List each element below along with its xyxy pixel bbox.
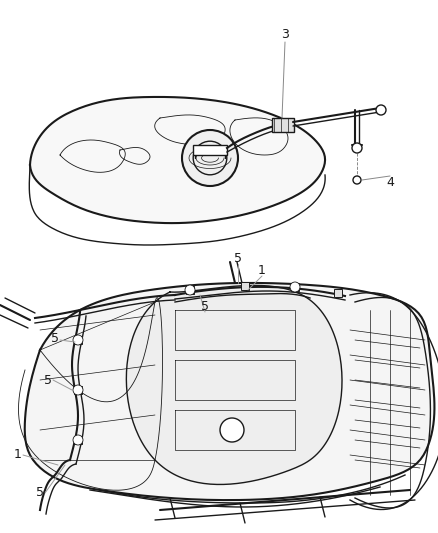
Circle shape: [73, 335, 83, 345]
Circle shape: [376, 105, 386, 115]
Polygon shape: [30, 97, 325, 223]
Bar: [74, 386, 82, 394]
Polygon shape: [126, 285, 342, 484]
Circle shape: [182, 130, 238, 186]
Polygon shape: [25, 283, 434, 500]
Circle shape: [352, 143, 362, 153]
Text: 5: 5: [234, 252, 242, 264]
Bar: [186, 286, 194, 294]
Bar: [241, 282, 249, 290]
Bar: [74, 436, 82, 444]
Circle shape: [290, 282, 300, 292]
Bar: [74, 336, 82, 344]
Text: 5: 5: [36, 487, 44, 499]
Bar: [193, 145, 227, 155]
Bar: [291, 283, 299, 291]
Bar: [272, 118, 294, 132]
Circle shape: [73, 385, 83, 395]
Text: 5: 5: [201, 301, 209, 313]
Text: 1: 1: [258, 263, 266, 277]
Text: 5: 5: [44, 374, 52, 386]
Circle shape: [353, 176, 361, 184]
Circle shape: [73, 435, 83, 445]
Text: 1: 1: [14, 448, 22, 462]
Text: 4: 4: [386, 176, 394, 190]
Circle shape: [185, 285, 195, 295]
Text: 3: 3: [281, 28, 289, 42]
Bar: [334, 289, 342, 297]
Text: 5: 5: [51, 332, 59, 344]
Circle shape: [220, 418, 244, 442]
